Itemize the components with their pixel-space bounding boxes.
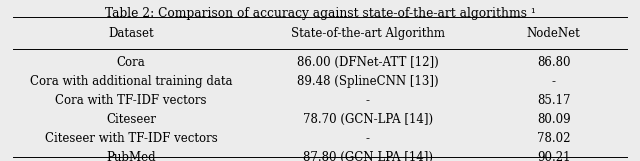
Text: 85.17: 85.17 (537, 94, 570, 107)
Text: 78.70 (GCN-LPA [14]): 78.70 (GCN-LPA [14]) (303, 113, 433, 126)
Text: -: - (366, 132, 370, 145)
Text: Citeseer: Citeseer (106, 113, 156, 126)
Text: Citeseer with TF-IDF vectors: Citeseer with TF-IDF vectors (45, 132, 218, 145)
Text: 90.21: 90.21 (537, 151, 570, 161)
Text: 78.02: 78.02 (537, 132, 570, 145)
Text: -: - (552, 75, 556, 88)
Text: 80.09: 80.09 (537, 113, 570, 126)
Text: Dataset: Dataset (108, 27, 154, 39)
Text: State-of-the-art Algorithm: State-of-the-art Algorithm (291, 27, 445, 39)
Text: NodeNet: NodeNet (527, 27, 580, 39)
Text: 86.00 (DFNet-ATT [12]): 86.00 (DFNet-ATT [12]) (297, 56, 439, 69)
Text: PubMed: PubMed (106, 151, 156, 161)
Text: Cora with TF-IDF vectors: Cora with TF-IDF vectors (56, 94, 207, 107)
Text: Table 2: Comparison of accuracy against state-of-the-art algorithms ¹: Table 2: Comparison of accuracy against … (104, 7, 536, 20)
Text: 87.80 (GCN-LPA [14]): 87.80 (GCN-LPA [14]) (303, 151, 433, 161)
Text: 89.48 (SplineCNN [13]): 89.48 (SplineCNN [13]) (297, 75, 439, 88)
Text: Cora: Cora (117, 56, 145, 69)
Text: 86.80: 86.80 (537, 56, 570, 69)
Text: Cora with additional training data: Cora with additional training data (30, 75, 232, 88)
Text: -: - (366, 94, 370, 107)
